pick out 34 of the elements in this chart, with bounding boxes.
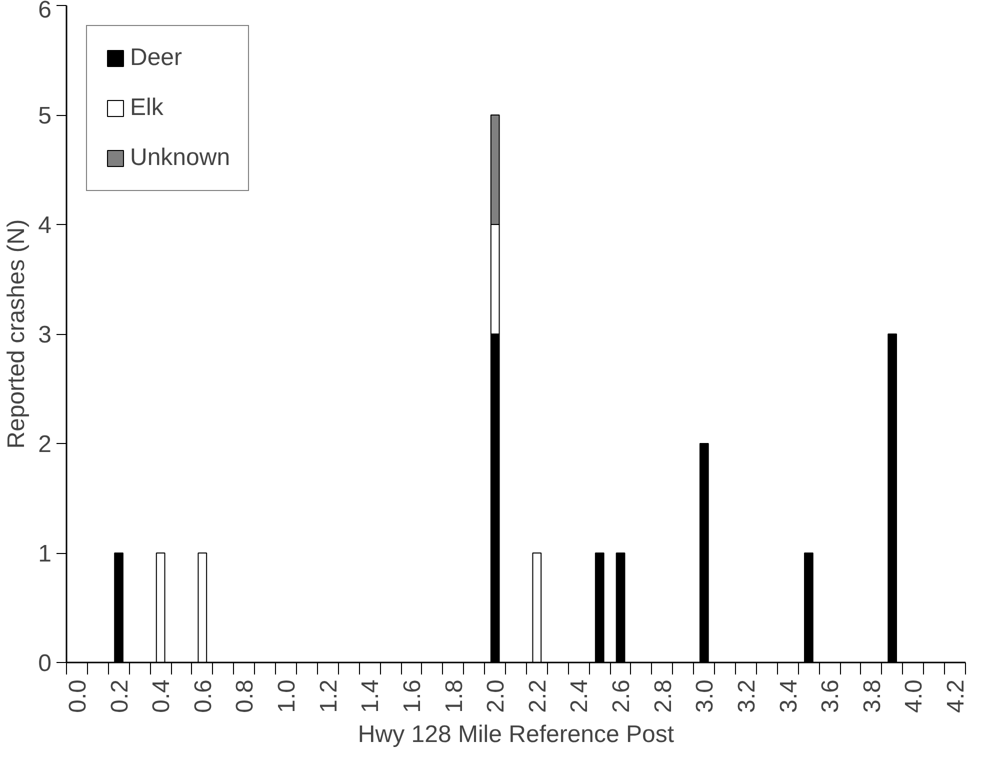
x-tick-label: 3.0: [692, 679, 719, 713]
legend-label: Deer: [130, 44, 182, 72]
x-tick-label: 0.2: [106, 679, 134, 713]
x-tick-label: 1.4: [357, 679, 384, 713]
x-tick-label: 3.6: [817, 679, 844, 713]
x-tick-label: 0.6: [190, 679, 217, 713]
x-tick-label: 4.0: [900, 679, 928, 713]
x-tick-label: 0.8: [232, 679, 259, 713]
x-tick-label: 2.8: [650, 679, 677, 713]
x-tick-label: 1.0: [274, 679, 301, 713]
x-tick-label: 2.6: [608, 679, 636, 713]
x-tick-label: 3.8: [858, 679, 886, 713]
legend-label: Unknown: [130, 144, 230, 172]
x-axis-title: Hwy 128 Mile Reference Post: [358, 720, 674, 748]
x-tick-label: 2.0: [482, 679, 510, 713]
y-axis-title: Reported crashes (N): [3, 219, 30, 449]
y-tick-label: 0: [38, 650, 52, 677]
y-tick-label: 1: [38, 540, 52, 568]
x-tick-label: 1.8: [440, 679, 468, 713]
x-tick-label: 2.4: [566, 679, 594, 713]
x-tick-label: 4.2: [942, 679, 970, 713]
x-tick-label: 0.0: [64, 679, 92, 713]
y-tick-label: 2: [38, 431, 52, 458]
y-tick-label: 4: [38, 212, 52, 239]
legend-label: Elk: [130, 94, 164, 122]
y-tick-label: 5: [38, 102, 52, 130]
x-tick-label: 1.2: [315, 679, 342, 713]
x-tick-label: 3.2: [733, 679, 760, 713]
x-tick-label: 0.4: [148, 679, 176, 713]
y-tick-label: 3: [38, 322, 52, 348]
x-tick-label: 2.2: [524, 679, 552, 713]
y-tick-label: 6: [38, 0, 52, 24]
x-tick-label: 1.6: [398, 679, 426, 713]
x-tick-label: 3.4: [775, 679, 802, 713]
